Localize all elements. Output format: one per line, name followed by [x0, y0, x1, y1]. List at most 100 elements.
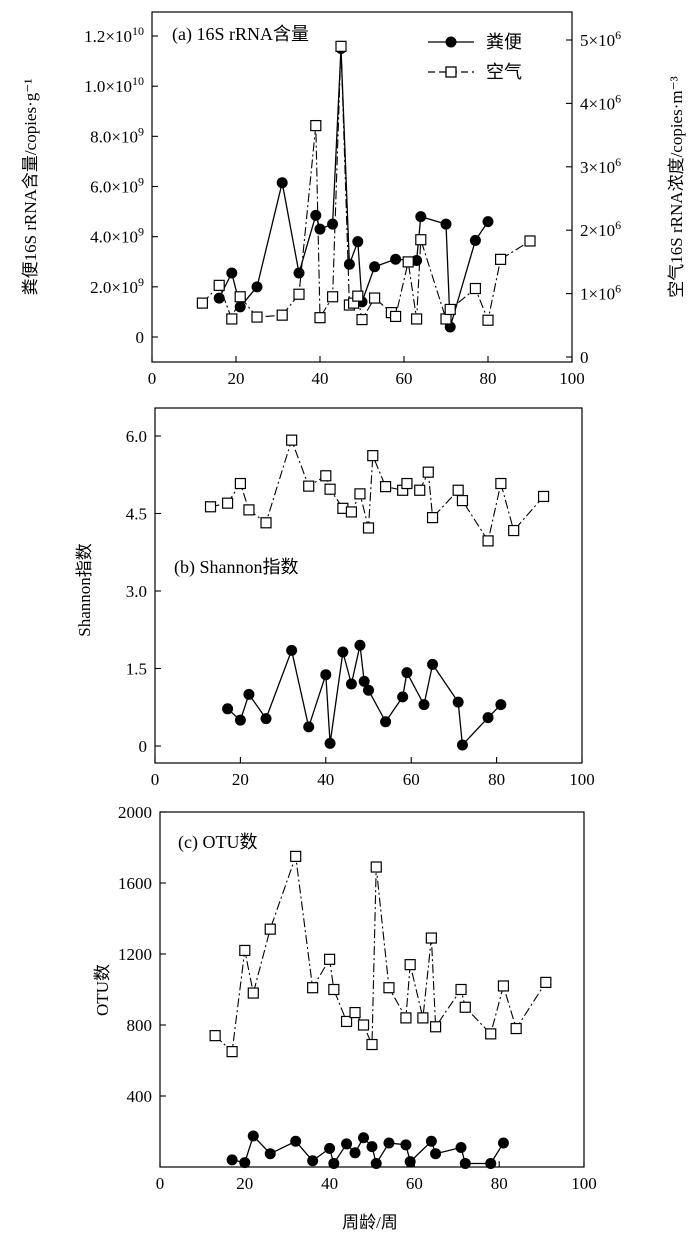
- feces-data-point: [226, 1154, 238, 1166]
- air-data-point: [352, 290, 364, 302]
- x-tick-label: 40: [317, 770, 334, 789]
- air-data-point: [540, 976, 552, 989]
- x-tick-label: 20: [236, 1174, 253, 1193]
- air-data-point: [452, 484, 464, 496]
- air-data-point: [307, 982, 319, 994]
- panel-b-plot-frame: [154, 407, 583, 764]
- air-data-point: [370, 861, 382, 873]
- air-data-point: [310, 119, 322, 132]
- feces-data-point: [418, 699, 430, 711]
- air-data-point: [524, 235, 536, 247]
- x-tick-label: 100: [571, 1174, 597, 1193]
- feces-data-point: [260, 713, 272, 725]
- feces-data-point: [276, 177, 288, 189]
- air-data-point: [234, 477, 246, 490]
- air-data-point: [226, 313, 238, 325]
- air-data-point: [390, 310, 402, 323]
- panel-b-markers: [204, 434, 550, 751]
- feces-data-point: [310, 209, 322, 221]
- feces-data-point: [400, 1139, 412, 1151]
- air-data-point: [444, 303, 456, 316]
- feces-data-point: [404, 1156, 416, 1168]
- y2-tick-label: 0: [580, 348, 589, 367]
- air-data-point: [383, 982, 395, 994]
- air-data-point: [357, 1019, 370, 1031]
- feces-data-point: [290, 1135, 302, 1147]
- feces-data-point: [366, 1141, 378, 1153]
- air-data-point: [495, 253, 507, 265]
- feces-data-point: [380, 716, 392, 728]
- x-tick-label: 20: [228, 369, 245, 388]
- air-data-point: [459, 1001, 471, 1013]
- air-data-point: [356, 313, 368, 326]
- air-data-point: [327, 291, 339, 303]
- panel-c-markers: [209, 850, 552, 1169]
- feces-data-point: [337, 646, 349, 658]
- feces-data-point: [430, 1148, 442, 1160]
- feces-data-point: [370, 1157, 382, 1169]
- air-data-point: [495, 477, 507, 490]
- y-tick-label: 8.0×109: [90, 124, 144, 146]
- feces-data-point: [397, 691, 409, 703]
- feces-data-point: [383, 1137, 395, 1149]
- feces-data-point: [354, 639, 366, 651]
- air-data-point: [349, 1006, 361, 1019]
- x-tick-label: 0: [151, 770, 160, 789]
- air-data-point: [367, 450, 379, 462]
- feces-data-point: [324, 1142, 336, 1154]
- air-data-point: [204, 501, 217, 513]
- panel-a-markers: [196, 40, 536, 333]
- panel-c-title: (c) OTU数: [178, 832, 257, 853]
- feces-data-point: [440, 218, 452, 230]
- feces-data-point: [343, 258, 355, 270]
- feces-data-point: [352, 236, 364, 248]
- air-series-line: [210, 438, 545, 543]
- y-tick-label: 1200: [118, 945, 152, 964]
- y-tick-label: 3.0: [126, 582, 147, 601]
- air-data-point: [455, 983, 467, 996]
- feces-data-point: [234, 714, 246, 726]
- panel-b-y-label: Shannon指数: [75, 543, 94, 637]
- panel-a-title: (a) 16S rRNA含量: [172, 24, 309, 45]
- feces-data-point: [222, 703, 234, 715]
- x-tick-label: 40: [312, 369, 329, 388]
- y2-tick-label: 4×106: [580, 91, 621, 113]
- y-tick-label: 4.0×109: [90, 225, 144, 247]
- air-data-point: [328, 983, 340, 996]
- y-tick-label: 1.0×1010: [84, 74, 144, 96]
- air-data-point: [221, 497, 234, 509]
- feces-series-line: [231, 1134, 504, 1166]
- air-data-point: [456, 494, 469, 507]
- feces-data-point: [358, 675, 370, 687]
- panel-a-left-y-label: 粪便16S rRNA含量/copies·g⁻¹: [21, 79, 40, 296]
- air-data-point: [362, 522, 375, 534]
- feces-data-point: [401, 667, 413, 679]
- x-tick-label: 40: [321, 1174, 338, 1193]
- air-data-point: [485, 1028, 497, 1040]
- x-tick-label: 100: [569, 770, 595, 789]
- y2-tick-label: 5×106: [580, 28, 621, 50]
- legend-feces-label: 粪便: [486, 32, 522, 52]
- feces-data-point: [314, 223, 326, 235]
- panel-a-legend: 粪便 空气: [428, 32, 522, 82]
- y2-tick-label: 3×106: [580, 155, 621, 177]
- air-data-point: [286, 434, 298, 446]
- feces-data-point: [213, 292, 225, 304]
- y-tick-label: 2.0×109: [90, 275, 144, 297]
- feces-data-point: [247, 1130, 259, 1142]
- y-tick-label: 6.0×109: [90, 175, 144, 197]
- x-tick-label: 80: [491, 1174, 508, 1193]
- x-tick-label: 80: [480, 369, 497, 388]
- y2-tick-label: 1×106: [580, 282, 621, 304]
- feces-data-point: [497, 1137, 509, 1149]
- feces-data-point: [286, 644, 298, 656]
- air-data-point: [425, 932, 437, 944]
- feces-data-point: [459, 1157, 471, 1169]
- air-data-point: [239, 944, 251, 957]
- feces-data-point: [363, 684, 374, 696]
- air-data-point: [314, 312, 326, 324]
- feces-data-point: [341, 1138, 353, 1150]
- air-data-point: [324, 483, 336, 495]
- air-data-point: [400, 1012, 412, 1024]
- air-data-point: [320, 470, 332, 482]
